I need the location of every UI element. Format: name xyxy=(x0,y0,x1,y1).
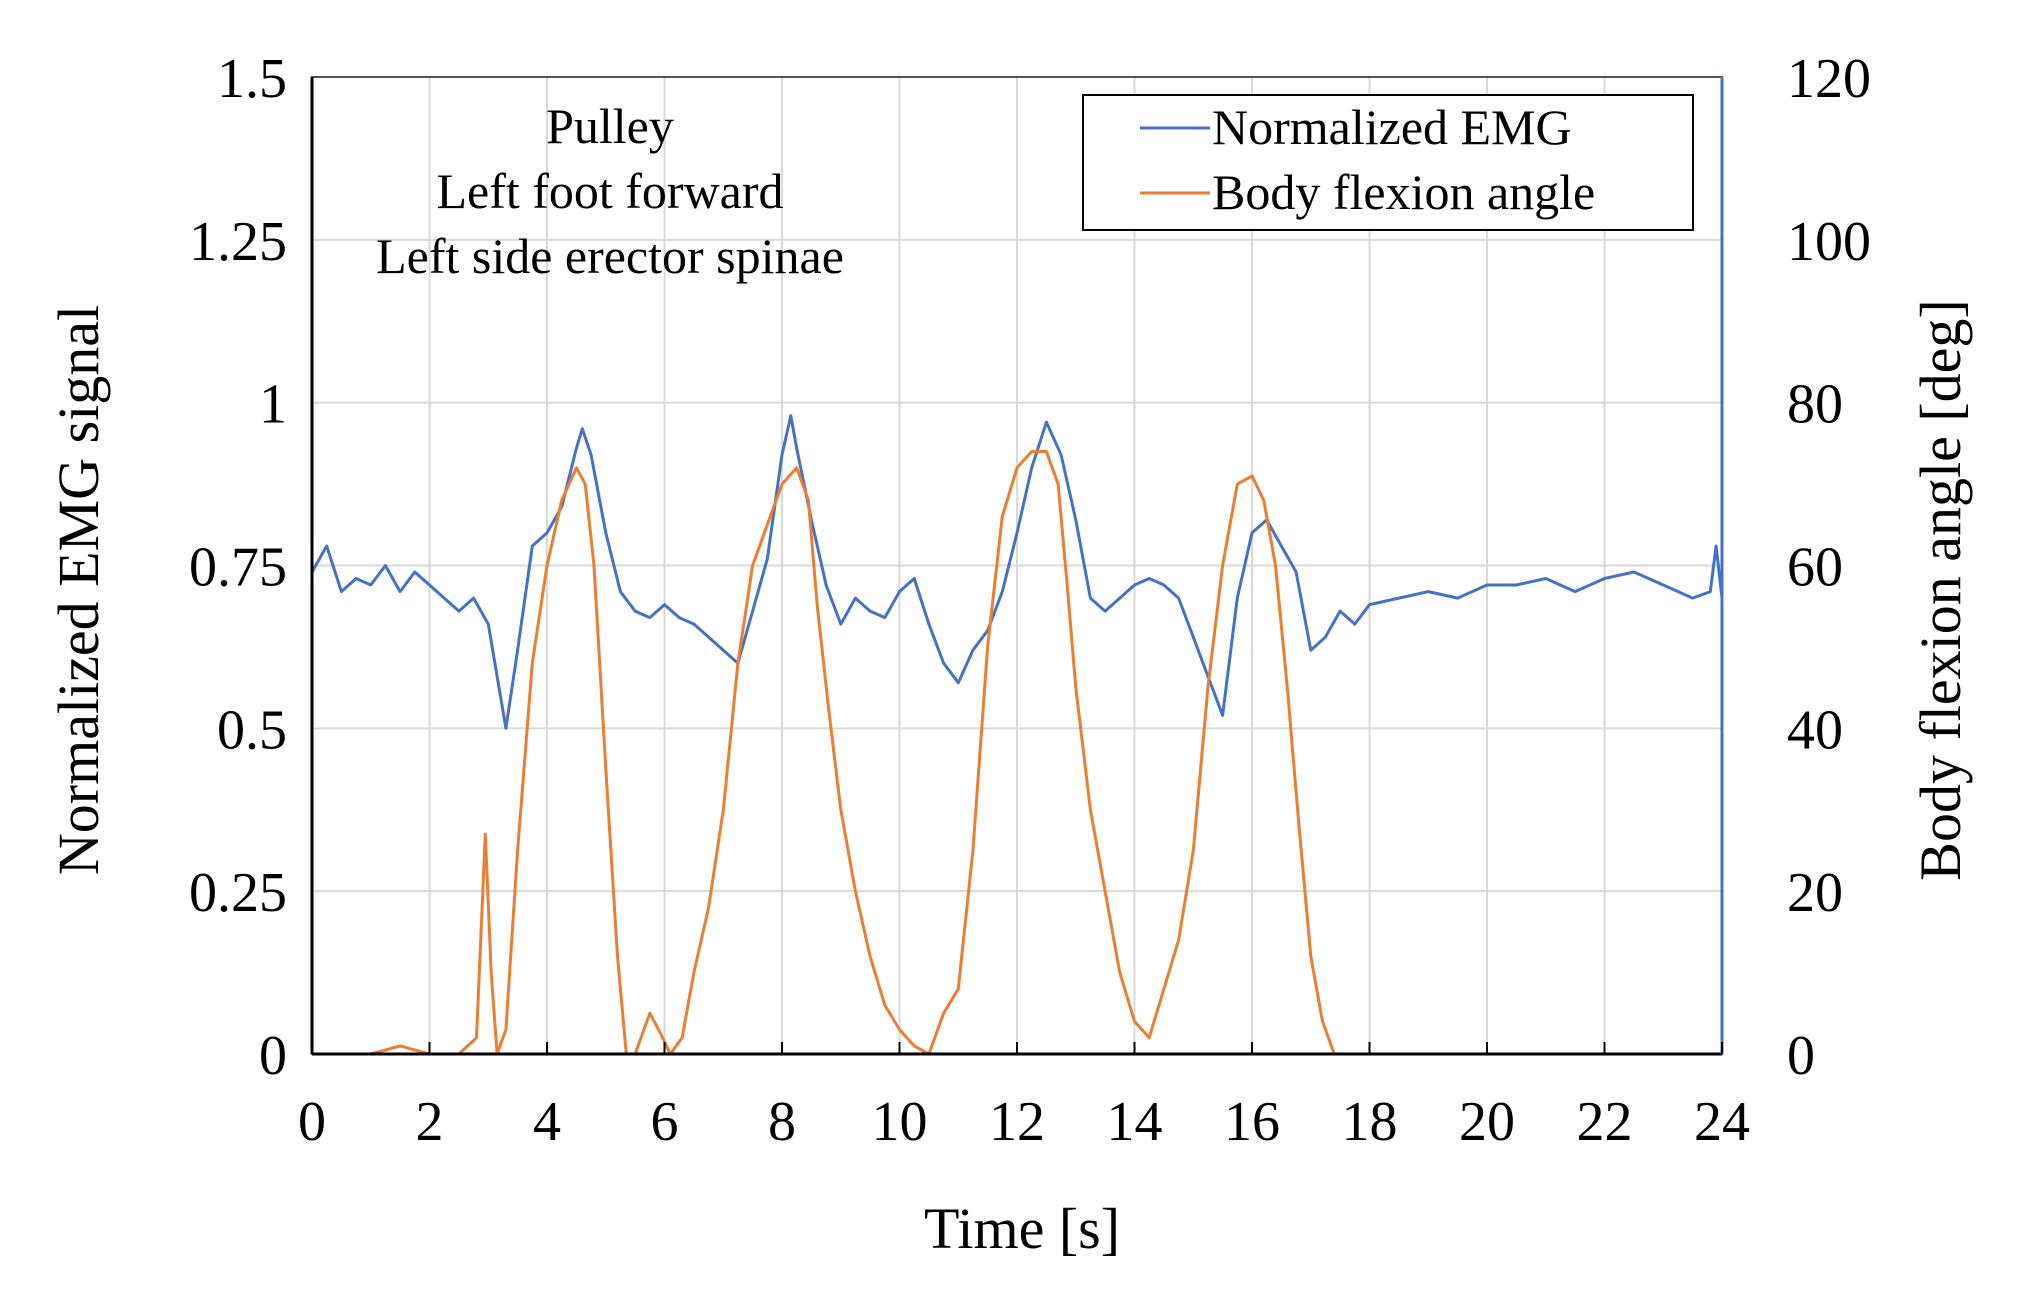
y-tick-label-4: 1 xyxy=(259,374,287,436)
x-tick-label-10: 20 xyxy=(1459,1091,1515,1153)
x-axis-title: Time [s] xyxy=(924,1196,1120,1261)
annotation-line-1: Pulley xyxy=(546,98,674,154)
y2-tick-label-1: 20 xyxy=(1787,862,1843,924)
y2-tick-label-6: 120 xyxy=(1787,48,1871,110)
y2-tick-label-3: 60 xyxy=(1787,537,1843,599)
x-tick-label-0: 0 xyxy=(298,1091,326,1153)
y2-axis-title: Body flexion angle [deg] xyxy=(1908,299,1973,880)
annotation-line-2: Left foot forward xyxy=(436,163,783,219)
x-tick-label-12: 24 xyxy=(1694,1091,1750,1153)
plot-frame xyxy=(310,76,1724,1056)
x-tick-label-6: 12 xyxy=(989,1091,1045,1153)
annotation-block: Pulley Left foot forward Left side erect… xyxy=(376,98,844,284)
x-tick-label-11: 22 xyxy=(1577,1091,1633,1153)
y-tick-label-2: 0.5 xyxy=(217,699,287,761)
x-tick-label-7: 14 xyxy=(1107,1091,1163,1153)
y-tick-label-3: 0.75 xyxy=(189,537,287,599)
x-tick-label-8: 16 xyxy=(1224,1091,1280,1153)
x-tick-label-5: 10 xyxy=(872,1091,928,1153)
x-tick-label-2: 4 xyxy=(533,1091,561,1153)
tick-labels: 0 2 4 6 8 10 12 14 16 18 20 22 2400.250.50.7511.251.… xyxy=(189,48,1871,1153)
legend-box xyxy=(1082,94,1694,231)
x-tick-label-4: 8 xyxy=(768,1091,796,1153)
y2-tick-label-5: 100 xyxy=(1787,211,1871,273)
y-tick-label-6: 1.5 xyxy=(217,48,287,110)
x-tick-label-3: 6 xyxy=(651,1091,679,1153)
series-layer xyxy=(310,414,1724,1056)
y2-tick-label-0: 0 xyxy=(1787,1025,1815,1087)
annotation-line-3: Left side erector spinae xyxy=(376,228,844,284)
y-axis-title: Normalized EMG signal xyxy=(46,305,111,875)
series-line-body-flexion-angle xyxy=(312,450,1336,1056)
grid-lines xyxy=(311,76,1723,1055)
legend-label-angle: Body flexion angle xyxy=(1212,164,1595,220)
y2-tick-label-4: 80 xyxy=(1787,374,1843,436)
legend: Normalized EMG Body flexion angle xyxy=(1082,94,1694,231)
legend-label-emg: Normalized EMG xyxy=(1212,99,1572,155)
x-tick-label-1: 2 xyxy=(416,1091,444,1153)
series-line-normalized-emg xyxy=(310,414,1724,730)
y2-tick-label-2: 40 xyxy=(1787,699,1843,761)
x-tick-label-9: 18 xyxy=(1342,1091,1398,1153)
y-tick-label-5: 1.25 xyxy=(189,211,287,273)
y-tick-label-0: 0 xyxy=(259,1025,287,1087)
y-tick-label-1: 0.25 xyxy=(189,862,287,924)
